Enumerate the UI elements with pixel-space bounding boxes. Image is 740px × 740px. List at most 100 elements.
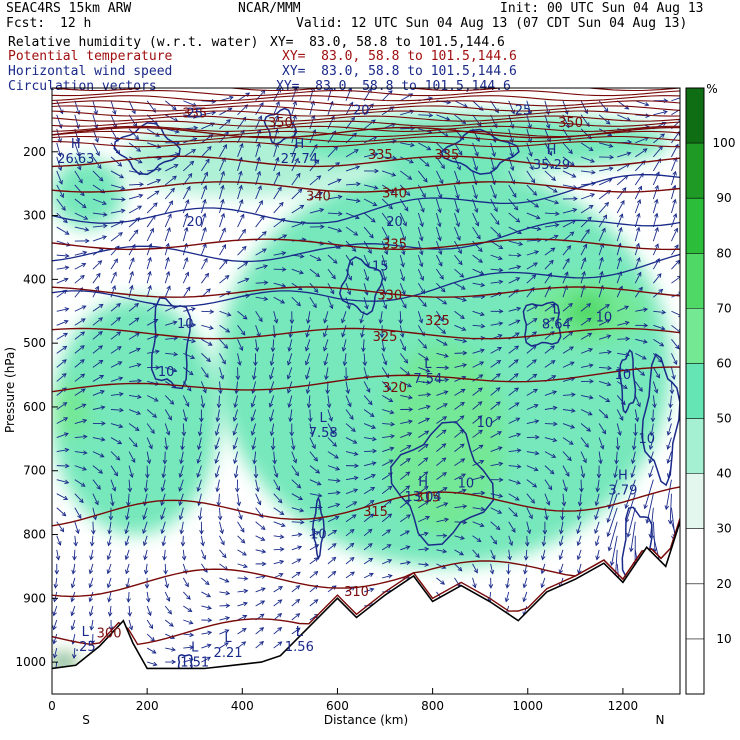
- vector-arrow-591: [617, 320, 630, 326]
- vector-arrow-1079: [576, 521, 582, 535]
- vector-head: [386, 220, 391, 226]
- vector-head: [294, 471, 299, 477]
- vector-head: [511, 528, 516, 533]
- vector-arrow-55: [418, 112, 434, 118]
- vector-shaft: [345, 149, 359, 158]
- vector-arrow-1124: [124, 549, 130, 561]
- vector-head: [269, 374, 274, 380]
- vector-shaft: [327, 196, 342, 200]
- vector-shaft: [219, 131, 229, 144]
- vector-shaft: [323, 339, 329, 351]
- vector-shaft: [472, 521, 484, 527]
- vector-shaft: [92, 128, 99, 143]
- vector-head: [565, 472, 570, 477]
- vector-head: [408, 93, 414, 98]
- vector-arrow-266: [435, 198, 442, 214]
- vector-shaft: [110, 409, 123, 411]
- vector-shaft: [665, 479, 672, 510]
- vector-arrow-969: [490, 477, 504, 483]
- vector-shaft: [508, 493, 520, 501]
- vector-head: [206, 145, 212, 151]
- vector-shaft: [418, 471, 428, 481]
- vector-arrow-878: [110, 451, 121, 461]
- vector-shaft: [291, 451, 297, 463]
- vector-arrow-255: [237, 184, 243, 200]
- vector-shaft: [251, 395, 257, 408]
- vector-head: [118, 423, 124, 429]
- vector-arrow-658: [562, 346, 574, 354]
- vector-shaft: [562, 346, 574, 354]
- vector-shaft: [418, 352, 429, 361]
- vector-head: [535, 214, 541, 220]
- vector-head: [324, 375, 329, 381]
- vector-head: [479, 361, 485, 366]
- vector-arrow-662: [635, 352, 647, 360]
- vector-head: [362, 361, 368, 367]
- vector-arrow-748: [287, 395, 293, 409]
- vector-shaft: [309, 451, 318, 462]
- vector-shaft: [291, 158, 299, 172]
- vector-arrow-879: [128, 451, 136, 464]
- vector-arrow-804: [667, 409, 672, 423]
- y-tick-label: 600: [23, 400, 46, 414]
- vector-head: [160, 529, 165, 535]
- vector-arrow-391: [164, 242, 170, 256]
- vector-head: [83, 215, 89, 220]
- vector-shaft: [627, 507, 636, 537]
- vector-shaft: [634, 243, 640, 256]
- vector-arrow-478: [472, 282, 486, 288]
- vector-head: [257, 185, 262, 191]
- vector-shaft: [237, 104, 248, 116]
- vector-head: [442, 148, 447, 154]
- vector-shaft: [580, 465, 585, 478]
- vector-shaft: [74, 251, 87, 256]
- vector-head: [119, 174, 125, 179]
- vector-arrow-107: [92, 142, 100, 157]
- vector-head: [594, 515, 599, 521]
- vector-head: [462, 363, 468, 368]
- vector-head: [437, 250, 443, 256]
- vector-shaft: [399, 184, 410, 196]
- vector-head: [124, 529, 129, 535]
- vector-shaft: [126, 507, 130, 520]
- field-wind-name: Horizontal wind speed: [8, 64, 173, 79]
- vector-shaft: [399, 499, 410, 509]
- vector-shaft: [273, 311, 278, 323]
- vector-arrow-47: [273, 100, 280, 115]
- vector-arrow-1163: [237, 563, 248, 569]
- vector-arrow-1099: [309, 531, 320, 537]
- vector-shaft: [291, 493, 303, 500]
- vector-head: [473, 208, 479, 214]
- vector-shaft: [381, 499, 392, 509]
- vector-arrow-460: [146, 270, 152, 284]
- vector-shaft: [182, 213, 188, 228]
- vector-arrow-702: [92, 374, 105, 382]
- vector-shaft: [617, 366, 629, 373]
- vector-shaft: [544, 345, 555, 354]
- vector-shaft: [508, 479, 521, 484]
- vector-arrow-1128: [200, 549, 207, 560]
- vector-shaft: [363, 297, 368, 309]
- vector-head: [286, 374, 292, 380]
- vector-head: [391, 172, 397, 177]
- vector-arrow-330: [327, 226, 343, 233]
- vector-shaft: [108, 521, 112, 534]
- vector-head: [275, 156, 280, 162]
- vector-head: [455, 208, 460, 214]
- vector-shaft: [472, 387, 483, 396]
- vector-shaft: [56, 320, 69, 326]
- vector-head: [424, 356, 430, 361]
- vector-head: [277, 186, 282, 192]
- vector-shaft: [562, 170, 576, 178]
- vector-arrow-610: [323, 339, 329, 352]
- vector-arrow-859: [400, 432, 413, 438]
- vector-shaft: [182, 409, 187, 422]
- vector-arrow-1022: [178, 507, 184, 521]
- vector-arrow-936: [526, 465, 539, 472]
- vector-head: [388, 204, 393, 210]
- vector-head: [204, 373, 209, 379]
- vector-shaft: [146, 100, 156, 113]
- vector-arrow-1253: [52, 619, 58, 631]
- vector-arrow-1041: [526, 507, 533, 520]
